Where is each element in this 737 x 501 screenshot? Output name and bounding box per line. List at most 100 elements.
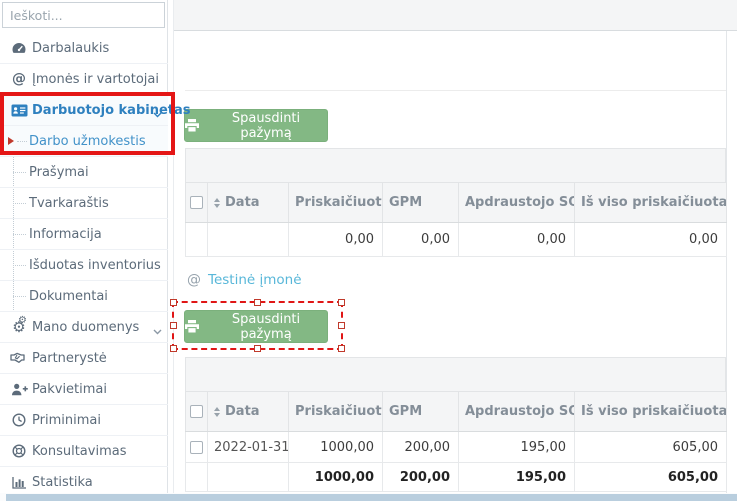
sidebar-item-darbalaukis[interactable]: Darbalaukis [0, 33, 168, 64]
sidebar-item-partneryste[interactable]: Partnerystė [0, 343, 168, 374]
bar-chart-icon [9, 476, 29, 489]
chevron-down-icon [153, 324, 162, 339]
user-plus-icon [9, 383, 29, 396]
table-cell: 2022-01-31 [207, 431, 289, 463]
table-cell: 0,00 [288, 222, 383, 257]
life-ring-icon [9, 444, 29, 458]
table-row: 2022-01-31 1000,00 200,00 195,00 605,00 [185, 431, 727, 463]
sidebar-item-label: Darbuotojo kabinetas [32, 102, 191, 118]
select-all-checkbox[interactable] [190, 405, 203, 418]
sort-icon [214, 197, 220, 208]
horizontal-scrollbar-track [0, 493, 737, 501]
caret-right-icon [8, 137, 14, 145]
sidebar-item-label: Konsultavimas [32, 443, 127, 459]
table-cell: 0,00 [382, 222, 459, 257]
sidebar-item-informacija[interactable]: Informacija [0, 219, 168, 250]
column-header-priskaiciuota: Priskaičiuota [288, 182, 383, 223]
sidebar-item-konsultavimas[interactable]: Konsultavimas [0, 436, 168, 467]
sidebar-item-label: Priminimai [32, 412, 101, 428]
table-cell: 1000,00 [288, 431, 383, 463]
horizontal-scrollbar-thumb[interactable] [6, 494, 737, 501]
column-header-is-viso: Iš viso priskaičiuota [574, 182, 727, 223]
sidebar-item-label: Darbalaukis [32, 40, 110, 56]
sidebar-item-label: Prašymai [29, 164, 89, 180]
sidebar-item-tvarkarastis[interactable]: Tvarkaraštis [0, 188, 168, 219]
selection-handle [338, 322, 345, 329]
table-cell: 0,00 [458, 222, 575, 257]
selection-handle [254, 345, 261, 352]
at-icon: @ [187, 272, 201, 288]
select-all-checkbox[interactable] [190, 196, 203, 209]
table-cell: 200,00 [382, 462, 459, 492]
table-cell: 605,00 [574, 431, 727, 463]
table-cell [185, 222, 208, 257]
header-checkbox-cell [185, 391, 208, 432]
sidebar-item-dokumentai[interactable]: Dokumentai [0, 281, 168, 312]
table-cell [185, 431, 208, 463]
sidebar-item-imones-ir-vartotojai[interactable]: @ Įmonės ir vartotojai [0, 64, 168, 95]
print-certificate-button[interactable]: Spausdinti pažymą [184, 109, 328, 142]
column-header-is-viso: Iš viso priskaičiuota [574, 391, 727, 432]
dashboard-icon [9, 41, 29, 55]
sidebar-item-pakvietimai[interactable]: Pakvietimai [0, 374, 168, 405]
sidebar-item-prasymai[interactable]: Prašymai [0, 157, 168, 188]
table-row: 0,00 0,00 0,00 0,00 [185, 222, 727, 257]
clock-icon [9, 413, 29, 427]
column-header-sodra: Apdraustojo SODRA [458, 182, 575, 223]
payroll-table-empty: Data Priskaičiuota GPM Apdraustojo SODRA… [185, 148, 727, 257]
column-header-sodra: Apdraustojo SODRA [458, 391, 575, 432]
nav-tree-line [13, 126, 14, 312]
sidebar-item-label: Mano duomenys [32, 319, 140, 335]
table-cell: 605,00 [574, 462, 727, 492]
printer-icon [185, 320, 199, 333]
table-cell: 200,00 [382, 431, 459, 463]
column-header-priskaiciuota: Priskaičiuota [288, 391, 383, 432]
sidebar-item-mano-duomenys[interactable]: ⚙ ⚙ Mano duomenys [0, 312, 168, 343]
company-link-row: @ Testinė įmonė [187, 272, 302, 288]
table-totals-row: 1000,00 200,00 195,00 605,00 [185, 462, 727, 492]
sidebar-item-label: Dokumentai [29, 288, 108, 304]
sidebar-item-isduotas-inventorius[interactable]: Išduotas inventorius [0, 250, 168, 281]
table-toolbar [185, 357, 726, 391]
column-header-data[interactable]: Data [207, 391, 289, 432]
content-right-border [726, 31, 727, 493]
row-checkbox[interactable] [190, 440, 203, 454]
panel-divider [185, 90, 726, 91]
sidebar-item-label: Informacija [29, 226, 102, 242]
table-header-row: Data Priskaičiuota GPM Apdraustojo SODRA… [185, 391, 727, 432]
sidebar: Darbalaukis @ Įmonės ir vartotojai Darbu… [0, 0, 191, 501]
print-button-label: Spausdinti pažymą [231, 311, 301, 342]
search-input[interactable] [2, 2, 165, 28]
table-cell: 195,00 [458, 431, 575, 463]
payroll-table-company: Data Priskaičiuota GPM Apdraustojo SODRA… [185, 357, 727, 492]
selection-handle [338, 345, 345, 352]
id-card-icon [9, 104, 29, 117]
sidebar-item-label: Statistika [32, 474, 93, 490]
sidebar-item-priminimai[interactable]: Priminimai [0, 405, 168, 436]
at-icon: @ [12, 71, 26, 87]
gears-icon: ⚙ ⚙ [12, 314, 27, 336]
sidebar-item-label: Tvarkaraštis [29, 195, 109, 211]
sidebar-item-darbuotojo-kabinetas[interactable]: Darbuotojo kabinetas [0, 95, 191, 126]
column-header-gpm: GPM [382, 391, 459, 432]
column-header-data[interactable]: Data [207, 182, 289, 223]
column-header-gpm: GPM [382, 182, 459, 223]
content-divider [173, 0, 174, 501]
sidebar-item-label: Pakvietimai [32, 381, 108, 397]
table-cell [207, 222, 289, 257]
selection-handle [338, 299, 345, 306]
header-checkbox-cell [185, 182, 208, 223]
chevron-down-icon [153, 107, 162, 122]
table-cell: 1000,00 [288, 462, 383, 492]
sidebar-item-label: Įmonės ir vartotojai [32, 71, 159, 87]
handshake-icon [9, 352, 29, 364]
company-link[interactable]: Testinė įmonė [208, 272, 302, 288]
sidebar-item-label: Darbo užmokestis [29, 133, 146, 149]
table-cell [207, 462, 289, 492]
sidebar-item-label: Partnerystė [32, 350, 107, 366]
print-certificate-button[interactable]: Spausdinti pažymą [184, 310, 328, 343]
table-cell [185, 462, 208, 492]
sidebar-item-darbo-uzmokestis[interactable]: Darbo užmokestis [0, 126, 168, 157]
printer-icon [185, 119, 199, 132]
table-toolbar [185, 148, 726, 182]
